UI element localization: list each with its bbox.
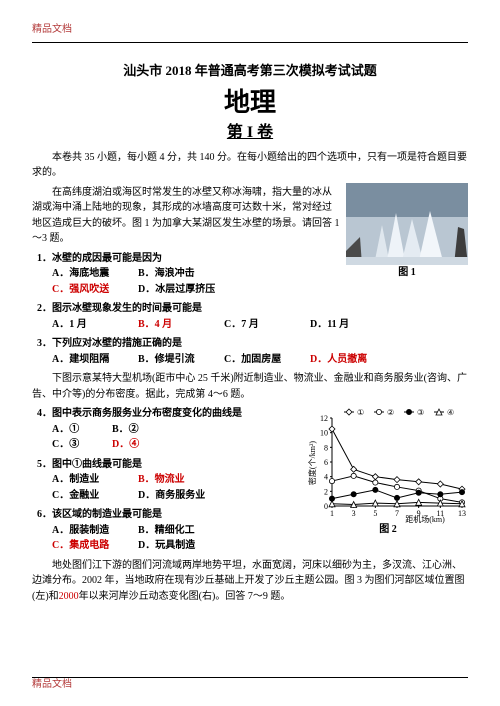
svg-text:②: ② (387, 408, 394, 417)
svg-text:5: 5 (373, 509, 377, 518)
svg-text:①: ① (357, 408, 364, 417)
q1-opt-d: D．冰层过厚挤压 (138, 282, 218, 298)
svg-text:7: 7 (395, 509, 399, 518)
question-2: 2．图示冰壁现象发生的时间最可能是 A．1 月 B．4 月 C．7 月 D．11… (32, 301, 468, 332)
figure-2-chart: 024681012135791113密度(个/km²)距机场(km)①②③④ (308, 404, 468, 524)
q6-opt-c: C．集成电路 (52, 538, 132, 554)
q3-opt-b: B．修堤引流 (138, 352, 218, 368)
q5-opt-a: A．制造业 (52, 472, 132, 488)
q1-opt-b: B．海浪冲击 (138, 266, 218, 282)
q1-opt-a: A．海底地震 (52, 266, 132, 282)
svg-text:3: 3 (352, 509, 356, 518)
q4-opt-a: A．① (52, 422, 106, 438)
svg-text:0: 0 (324, 502, 328, 511)
q3-opt-c: C．加固房屋 (224, 352, 304, 368)
q6-opt-d: D．玩具制造 (138, 538, 218, 554)
title-main: 汕头市 2018 年普通高考第三次模拟考试试题 (32, 61, 468, 81)
svg-text:密度(个/km²): 密度(个/km²) (308, 441, 317, 486)
context-3: 地处图们江下游的图们河流域两岸地势平坦，水面宽阔，河床以细砂为主，多汊流、江心洲… (32, 558, 468, 605)
intro-total: 本卷共 35 小题，每小题 4 分，共 140 分。在每小题给出的四个选项中，只… (32, 150, 468, 181)
q2-opt-d: D．11 月 (310, 317, 390, 333)
svg-text:10: 10 (320, 429, 328, 438)
q4-stem: 4．图中表示商务服务业分布密度变化的曲线是 (37, 408, 242, 419)
q6-stem: 6．该区域的制造业最可能是 (37, 509, 162, 520)
q3-opt-d: D．人员撤离 (310, 352, 390, 368)
svg-text:13: 13 (458, 509, 466, 518)
svg-text:6: 6 (324, 458, 328, 467)
q4-opt-c: C．③ (52, 437, 106, 453)
context-2: 下图示意某特大型机场(距市中心 25 千米)附近制造业、物流业、金融业和商务服务… (32, 371, 468, 402)
q5-opt-c: C．金融业 (52, 488, 132, 504)
svg-text:4: 4 (324, 473, 328, 482)
context-3b: 2000 (59, 591, 79, 602)
header-tag: 精品文档 (32, 22, 468, 38)
q2-opt-b: B．4 月 (138, 317, 218, 333)
q1-stem: 1．冰壁的成因最可能是因为 (37, 253, 162, 264)
q2-opt-c: C．7 月 (224, 317, 304, 333)
question-3: 3．下列应对冰壁的措施正确的是 A．建坝阻隔 B．修堤引流 C．加固房屋 D．人… (32, 336, 468, 367)
q5-opt-b: B．物流业 (138, 472, 218, 488)
context-3c: 年以来河岸沙丘动态变化图(右)。回答 7～9 题。 (79, 591, 291, 602)
q2-stem: 2．图示冰壁现象发生的时间最可能是 (37, 303, 202, 314)
q4-opt-b: B．② (112, 422, 166, 438)
figure-1-caption: 图 1 (346, 265, 468, 281)
bottom-rule (32, 677, 468, 678)
footer-tag: 精品文档 (32, 677, 72, 693)
q3-opt-a: A．建坝阻隔 (52, 352, 132, 368)
title-volume: 第 I 卷 (32, 121, 468, 146)
q3-stem: 3．下列应对冰壁的措施正确的是 (37, 338, 182, 349)
q2-opt-a: A．1 月 (52, 317, 132, 333)
figure-2-caption: 图 2 (308, 522, 468, 538)
title-subject: 地理 (32, 83, 468, 123)
svg-text:12: 12 (320, 414, 328, 423)
top-rule (32, 42, 468, 43)
q1-opt-c: C．强风吹送 (52, 282, 132, 298)
svg-text:8: 8 (324, 444, 328, 453)
svg-text:距机场(km): 距机场(km) (405, 514, 445, 524)
svg-text:2: 2 (324, 488, 328, 497)
q6-opt-b: B．精细化工 (138, 523, 218, 539)
q5-opt-d: D．商务服务业 (138, 488, 218, 504)
figure-1: 图 1 (346, 183, 468, 281)
q4-opt-d: D．④ (112, 437, 166, 453)
svg-text:③: ③ (417, 408, 424, 417)
q5-stem: 5．图中①曲线最可能是 (37, 459, 142, 470)
svg-text:④: ④ (447, 408, 454, 417)
svg-text:1: 1 (330, 509, 334, 518)
figure-2: 024681012135791113密度(个/km²)距机场(km)①②③④ 图… (308, 404, 468, 538)
q6-opt-a: A．服装制造 (52, 523, 132, 539)
figure-1-image (346, 183, 468, 265)
